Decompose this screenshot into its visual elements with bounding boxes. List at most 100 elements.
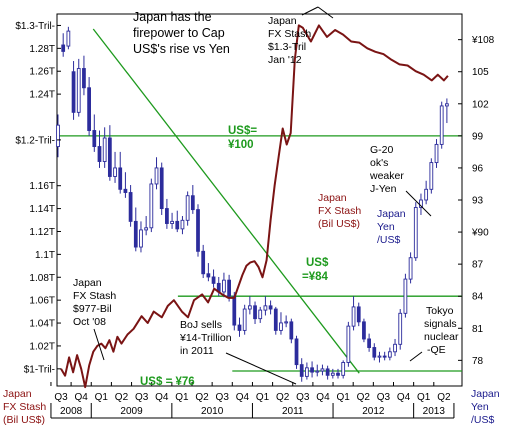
right-tick-label: 102 — [472, 99, 489, 110]
left-axis: $1.3-Tril- 1.28T 1.26T 1.24T $1.2-Tril- 1.16T… — [15, 21, 61, 375]
plot-frame — [56, 13, 463, 387]
left-tick-label: $1-Tril- — [24, 364, 55, 375]
svg-text:Japan: Japan — [318, 192, 347, 204]
candle-body — [387, 351, 392, 358]
quarter-label: Q3 — [135, 392, 149, 403]
svg-text:Japan: Japan — [377, 208, 406, 220]
candle-body — [211, 276, 216, 284]
quarter-label: Q2 — [357, 392, 371, 403]
svg-text:G-20: G-20 — [370, 144, 394, 156]
year-label: 2013 — [423, 406, 446, 417]
quarter-label: Q3 — [216, 392, 230, 403]
year-label: 2008 — [60, 406, 83, 417]
annotation-trough: Japan FX Stash $977-Bil Oct '08 — [73, 277, 116, 361]
svg-text:Yen: Yen — [377, 221, 395, 233]
svg-text:Oct '08: Oct '08 — [73, 316, 106, 328]
candle-body — [351, 306, 356, 327]
quarter-label: Q4 — [316, 392, 330, 403]
chart-title-line-2: firepower to Cap — [133, 26, 225, 40]
candle-body — [206, 273, 211, 278]
candle-body — [92, 130, 97, 148]
svg-text:/US$: /US$ — [471, 414, 495, 426]
svg-text:nuclear: nuclear — [424, 331, 459, 343]
right-axis: ¥108 105 102 99 96 93 ¥90 87 84 81 78 — [458, 35, 495, 367]
svg-text:-QE: -QE — [427, 344, 446, 356]
right-tick-label: 96 — [472, 163, 484, 174]
quarter-label: Q1 — [256, 392, 270, 403]
candle-body — [289, 321, 294, 340]
candle-body — [253, 305, 257, 320]
candle-body — [237, 324, 242, 331]
right-tick-label: 93 — [472, 196, 484, 207]
svg-text:Japan: Japan — [471, 388, 500, 400]
candle-body — [247, 305, 252, 310]
fx-stash-line — [60, 24, 449, 389]
candle-body — [346, 325, 351, 363]
right-tick-label: 81 — [472, 324, 484, 335]
candle-body — [128, 192, 133, 222]
candle-body — [294, 338, 299, 366]
trendline-segment — [92, 28, 360, 374]
chart-title-line-3: US$'s rise vs Yen — [133, 42, 230, 56]
candle-body — [315, 370, 320, 373]
candle-body — [61, 44, 66, 52]
annotation-boj: BoJ sells ¥14-Trillion in 2011 — [179, 319, 297, 385]
left-tick-label: $1.2-Tril- — [15, 135, 55, 146]
quarter-label: Q2 — [276, 392, 290, 403]
candle-body — [382, 355, 387, 358]
right-tick-label: 99 — [472, 131, 484, 142]
candle-body — [377, 355, 382, 358]
ref-label-84-b: =¥84 — [302, 271, 329, 283]
ref-label-100-b: ¥100 — [228, 139, 254, 151]
candle-body — [113, 167, 117, 177]
candle-body — [242, 308, 247, 331]
svg-text:ok's: ok's — [370, 157, 388, 169]
year-label: 2011 — [282, 406, 304, 417]
quarter-label: Q1 — [336, 392, 350, 403]
candle-body — [139, 229, 143, 248]
left-tick-label: 1.26T — [29, 67, 55, 78]
candle-body — [408, 257, 413, 280]
ref-label-76: US$ = ¥76 — [140, 376, 195, 388]
candle-body — [190, 195, 195, 211]
candle-body — [299, 364, 304, 377]
quarter-label: Q3 — [296, 392, 310, 403]
left-axis-title: Japan FX Stash (Bil US$) — [3, 388, 46, 426]
quarter-label: Q2 — [115, 392, 129, 403]
candle-body — [268, 305, 273, 310]
candle-body — [159, 167, 164, 210]
candle-body — [372, 347, 377, 358]
annotation-yen-label: Japan Yen /US$ — [377, 208, 406, 246]
trendline — [92, 28, 360, 374]
svg-text:FX Stash: FX Stash — [3, 401, 46, 413]
left-tick-label: 1.24T — [29, 90, 55, 101]
left-tick-label: 1.08T — [29, 273, 55, 284]
candle-body — [439, 105, 444, 145]
svg-text:weaker: weaker — [369, 170, 404, 182]
svg-text:BoJ sells: BoJ sells — [180, 319, 222, 331]
svg-text:Japan: Japan — [73, 277, 102, 289]
fx-stash-series-line — [60, 24, 449, 389]
candle-body — [398, 312, 403, 345]
svg-text:Tokyo: Tokyo — [426, 305, 454, 317]
left-tick-label: 1.1T — [35, 250, 55, 261]
annotation-g20: G-20 ok's weaker J-Yen — [369, 144, 432, 217]
x-axis: Q3 Q4 Q1 Q2 Q3 Q4 Q1 Q2 Q3 Q4 Q1 Q2 Q3 Q4 Q1 Q2 Q3 Q4 Q1 Q2… — [50, 382, 455, 419]
candle-body — [273, 308, 278, 331]
candle-body — [305, 367, 309, 377]
candle-body — [56, 124, 60, 148]
left-tick-label: 1.06T — [29, 296, 55, 307]
quarter-label: Q2 — [195, 392, 209, 403]
svg-text:$1.3-Tril: $1.3-Tril — [268, 41, 306, 53]
candle-body — [367, 338, 371, 348]
candle-body — [362, 321, 366, 340]
candle-body — [445, 103, 449, 107]
candle-body — [356, 306, 361, 323]
candle-body — [185, 195, 190, 221]
candle-body — [330, 372, 335, 376]
year-label: 2012 — [362, 406, 385, 417]
svg-text:FX Stash: FX Stash — [73, 290, 116, 302]
annotation-fx-stash-label: Japan FX Stash (Bil US$) — [318, 192, 361, 230]
candle-body — [196, 209, 200, 252]
